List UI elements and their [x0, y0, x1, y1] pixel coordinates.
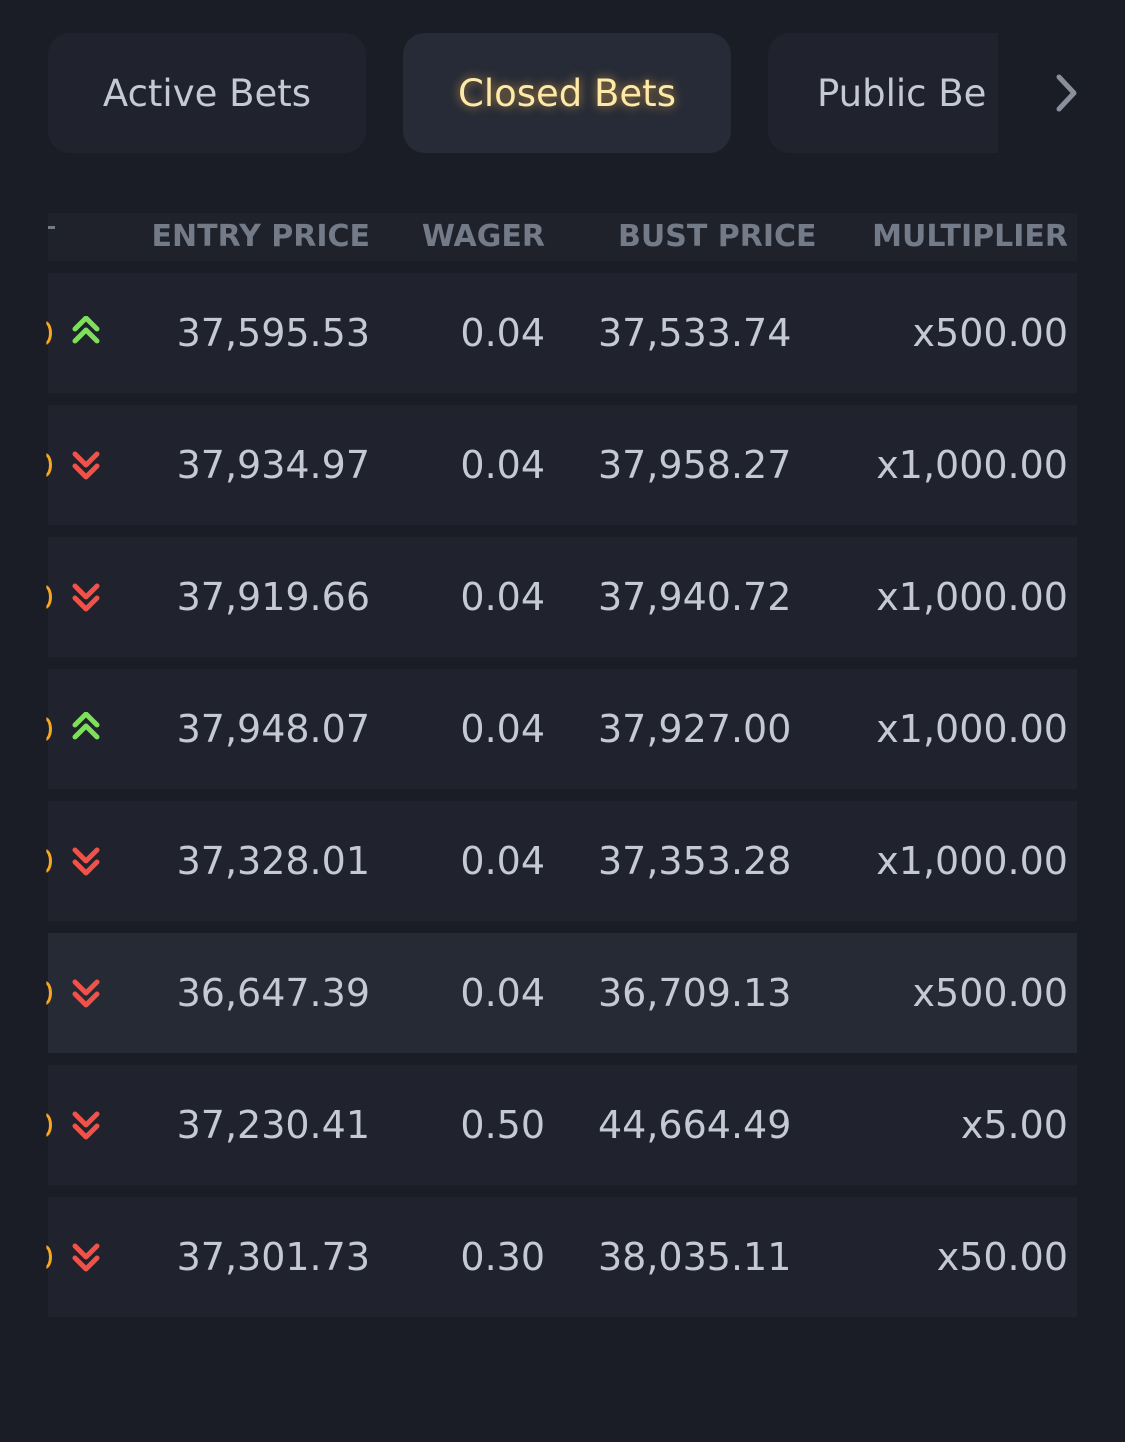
- direction-icon: [72, 451, 100, 480]
- table-cell: 37,301.73: [176, 1235, 370, 1279]
- chevron: [72, 595, 100, 612]
- chevron: [72, 1255, 100, 1272]
- tab[interactable]: Public Be: [768, 33, 998, 153]
- column-header: WAGER: [421, 219, 545, 254]
- table-row: [48, 1065, 1077, 1185]
- chevron: [72, 1123, 100, 1140]
- direction-icon: [72, 847, 100, 876]
- table-cell: 0.04: [460, 575, 545, 619]
- table-cell: 38,035.11: [598, 1235, 792, 1279]
- table-cell: 44,664.49: [598, 1103, 792, 1147]
- table-row: [48, 801, 1077, 921]
- table-cell: 37,595.53: [176, 311, 370, 355]
- table-cell: x1,000.00: [876, 443, 1068, 487]
- chevron: [72, 1243, 100, 1260]
- table-row: [48, 1197, 1077, 1317]
- chevron: [72, 847, 100, 864]
- table-cell: 37,934.97: [176, 443, 370, 487]
- tab[interactable]: Active Bets: [48, 33, 366, 153]
- table-cell: x50.00: [936, 1235, 1068, 1279]
- direction-icon: [72, 1243, 100, 1272]
- chevron: [72, 316, 100, 332]
- chevron: [72, 1111, 100, 1128]
- table-cell: 0.04: [460, 311, 545, 355]
- table-header: [48, 213, 1077, 261]
- table-cell: 37,958.27: [598, 443, 792, 487]
- table-cell: 36,647.39: [176, 971, 370, 1015]
- table-cell: 0.04: [460, 443, 545, 487]
- table-cell: x500.00: [912, 971, 1068, 1015]
- table-row: [48, 669, 1077, 789]
- table-cell: 0.30: [460, 1235, 545, 1279]
- direction-icon: [72, 712, 100, 740]
- tab[interactable]: Closed Bets: [403, 33, 731, 153]
- table-cell: 0.04: [460, 971, 545, 1015]
- table-cell: 0.04: [460, 707, 545, 751]
- table-cell: 0.04: [460, 839, 545, 883]
- column-header: ENTRY PRICE: [151, 219, 370, 254]
- table-cell: 37,230.41: [176, 1103, 370, 1147]
- direction-icon: [72, 1111, 100, 1140]
- table-cell: x1,000.00: [876, 839, 1068, 883]
- chevron: [72, 451, 100, 468]
- table-cell: 37,919.66: [176, 575, 370, 619]
- table-cell: 37,328.01: [176, 839, 370, 883]
- table-row: [48, 273, 1077, 393]
- table-cell: x1,000.00: [876, 707, 1068, 751]
- table-row: [48, 537, 1077, 657]
- scroll-right-arrow[interactable]: [1050, 72, 1082, 114]
- table-cell: 37,927.00: [598, 707, 792, 751]
- column-header: BUST PRICE: [618, 219, 817, 254]
- table-cell: 37,940.72: [598, 575, 792, 619]
- direction-icon: [72, 316, 100, 344]
- table-cell: 0.50: [460, 1103, 545, 1147]
- chevron: [72, 583, 100, 600]
- clipped-header: [48, 226, 55, 229]
- direction-icon: [72, 979, 100, 1008]
- column-header: MULTIPLIER: [872, 219, 1068, 254]
- chevron: [72, 723, 100, 740]
- table-cell: 36,709.13: [598, 971, 792, 1015]
- table-cell: x500.00: [912, 311, 1068, 355]
- chevron: [72, 979, 100, 996]
- table-cell: 37,948.07: [176, 707, 370, 751]
- chevron: [72, 859, 100, 876]
- chevron: [1056, 74, 1077, 112]
- direction-icon: [72, 583, 100, 612]
- chevron: [72, 712, 100, 728]
- table-cell: x5.00: [960, 1103, 1068, 1147]
- chevron: [72, 463, 100, 480]
- table-cell: x1,000.00: [876, 575, 1068, 619]
- table-row: [48, 405, 1077, 525]
- chevron: [72, 327, 100, 344]
- table-cell: 37,353.28: [598, 839, 792, 883]
- chevron: [72, 991, 100, 1008]
- table-row: [48, 933, 1077, 1053]
- table-cell: 37,533.74: [598, 311, 792, 355]
